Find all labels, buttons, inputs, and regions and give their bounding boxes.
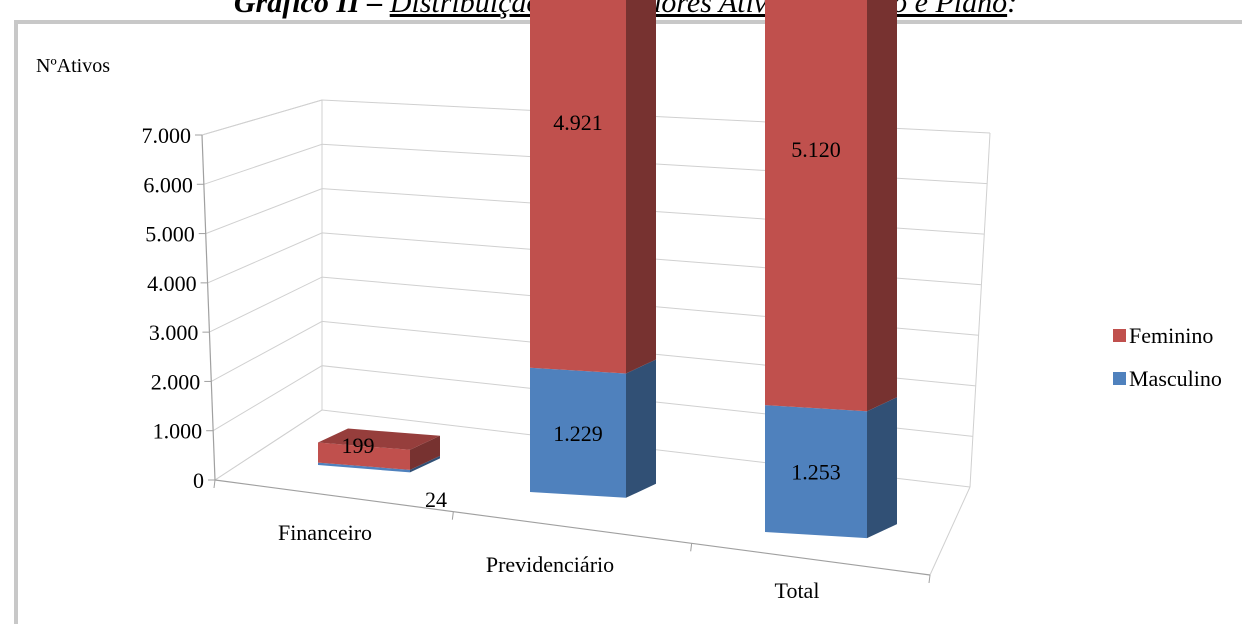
gridline bbox=[214, 409, 971, 488]
bar-masculino-front bbox=[318, 462, 410, 473]
back-wall-right-edge bbox=[969, 132, 991, 488]
data-label: 1.253 bbox=[791, 460, 841, 485]
data-label: 24 bbox=[425, 487, 447, 512]
y-tick-label: 4.000 bbox=[147, 271, 197, 296]
legend-swatch-masculino bbox=[1113, 372, 1126, 385]
gridline bbox=[205, 188, 985, 235]
y-tick-label: 1.000 bbox=[153, 419, 203, 444]
y-tick-label: 7.000 bbox=[142, 123, 192, 148]
data-label: 5.120 bbox=[791, 137, 841, 162]
floor-right-edge bbox=[929, 486, 971, 576]
x-tick-label: Total bbox=[775, 578, 820, 603]
y-axis-label: NºAtivos bbox=[36, 55, 110, 77]
bar-masculino-side bbox=[626, 359, 656, 498]
title-suffix: : bbox=[1007, 0, 1018, 19]
bar-feminino-front bbox=[318, 442, 410, 470]
bar-feminino-front bbox=[765, 0, 867, 412]
data-label: 199 bbox=[342, 433, 375, 458]
bars: 24 199 1.229 4.921 1.253 5.120 bbox=[318, 0, 897, 539]
y-tick-label: 6.000 bbox=[143, 172, 193, 197]
legend: Feminino Masculino bbox=[1113, 323, 1222, 391]
y-axis-line bbox=[201, 134, 216, 481]
legend-swatch-feminino bbox=[1113, 329, 1126, 342]
y-tick-label: 5.000 bbox=[145, 222, 195, 247]
x-axis-line bbox=[214, 479, 931, 576]
gridline bbox=[212, 365, 973, 437]
axes: 0 1.000 2.000 3.000 4.000 5.000 6.000 7.000 Fina… bbox=[142, 123, 931, 603]
bar-feminino-top bbox=[318, 428, 440, 450]
bar-feminino-front bbox=[530, 0, 626, 374]
x-tick bbox=[213, 479, 216, 489]
bar-feminino-side bbox=[410, 435, 440, 470]
y-tick-label: 0 bbox=[193, 468, 204, 493]
legend-label-feminino: Feminino bbox=[1129, 323, 1213, 348]
x-tick bbox=[690, 543, 693, 552]
y-tick-label: 3.000 bbox=[149, 320, 199, 345]
data-label: 4.921 bbox=[553, 110, 603, 135]
grid bbox=[201, 99, 991, 576]
y-tick-label: 2.000 bbox=[151, 369, 201, 394]
gridline bbox=[209, 276, 979, 336]
x-tick bbox=[451, 511, 454, 520]
x-tick bbox=[928, 574, 931, 584]
bar-masculino-side bbox=[410, 455, 440, 473]
x-tick-label: Financeiro bbox=[278, 520, 372, 545]
bar-masculino-front bbox=[765, 405, 867, 539]
data-label: 1.229 bbox=[553, 421, 603, 446]
gridline bbox=[207, 232, 982, 286]
gridline bbox=[211, 320, 976, 387]
x-tick-label: Previdenciário bbox=[486, 552, 614, 577]
bar-masculino-front bbox=[530, 367, 626, 498]
bar-feminino-side bbox=[867, 0, 897, 412]
title-prefix: Gráfico II – bbox=[233, 0, 383, 19]
bar-feminino-side bbox=[626, 0, 656, 374]
bar-masculino-side bbox=[867, 397, 897, 539]
legend-label-masculino: Masculino bbox=[1129, 366, 1222, 391]
